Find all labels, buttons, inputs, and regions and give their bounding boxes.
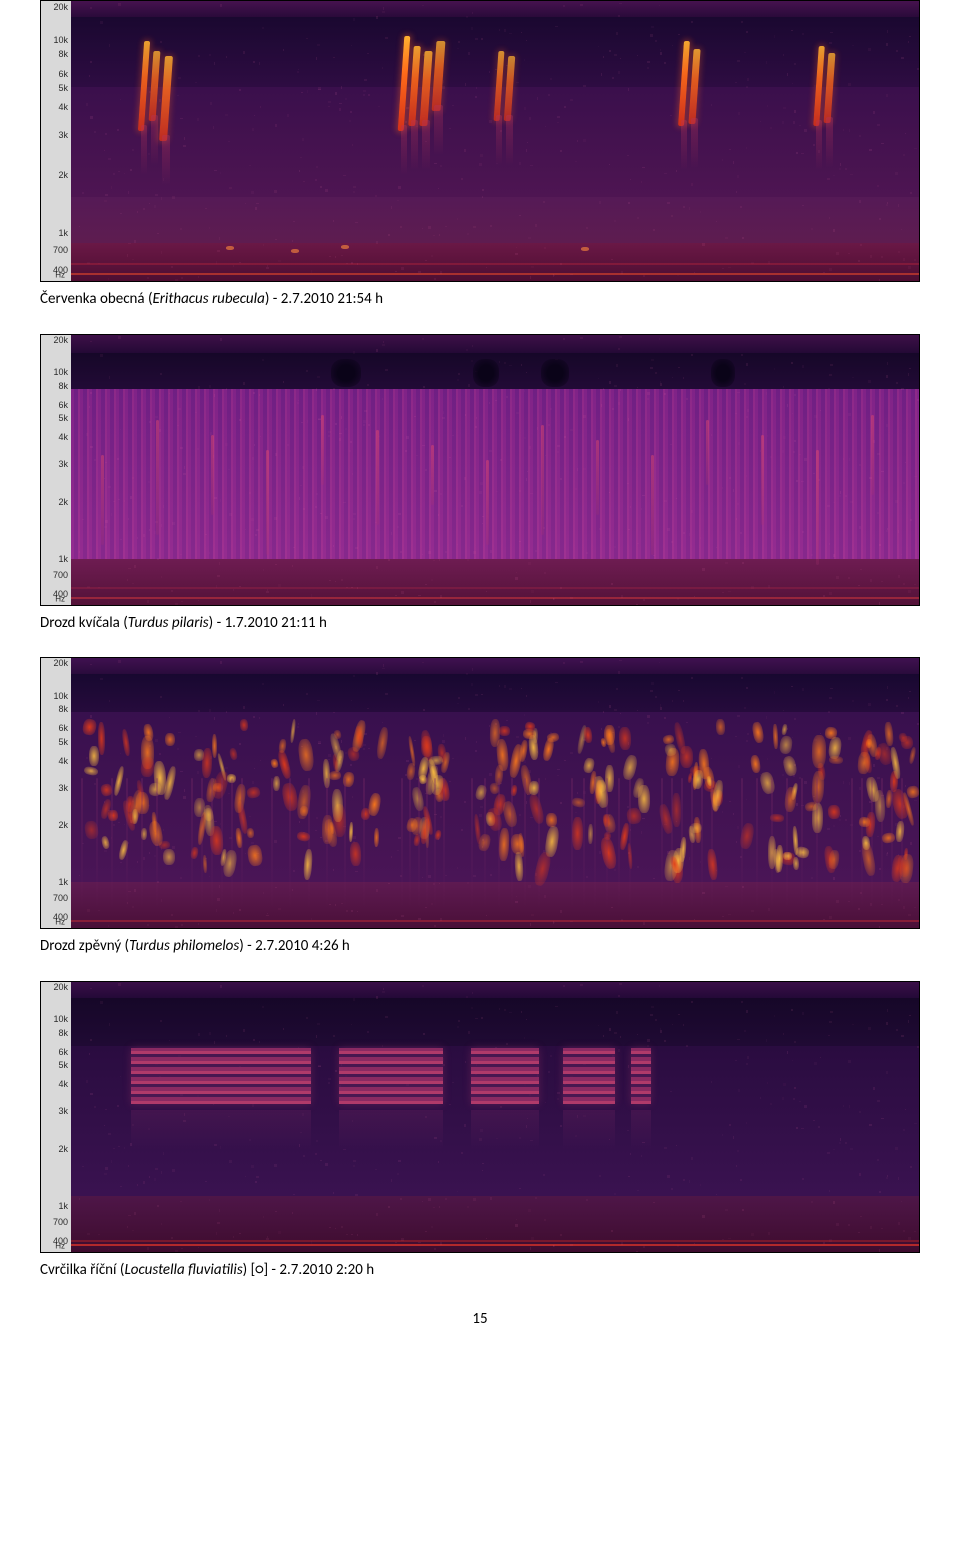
- y-axis-unit: Hz: [55, 594, 65, 603]
- y-tick-label: 3k: [58, 130, 68, 140]
- spectrogram: 20k10k8k6k5k4k3k2k1k700400Hz: [40, 981, 920, 1253]
- y-tick-label: 1k: [58, 228, 68, 238]
- y-tick-label: 700: [53, 570, 68, 580]
- y-tick-label: 1k: [58, 877, 68, 887]
- y-tick-label: 5k: [58, 1060, 68, 1070]
- y-axis-unit: Hz: [55, 1241, 65, 1250]
- y-axis-unit: Hz: [55, 271, 65, 280]
- caption-latin: Turdus philomelos: [129, 937, 239, 955]
- y-tick-label: 6k: [58, 69, 68, 79]
- frequency-axis: 20k10k8k6k5k4k3k2k1k700400Hz: [41, 658, 71, 928]
- caption-text: Drozd zpěvný (: [40, 937, 129, 955]
- spectrogram-plot: [71, 982, 919, 1252]
- y-tick-label: 3k: [58, 783, 68, 793]
- y-tick-label: 20k: [53, 982, 68, 992]
- y-tick-label: 1k: [58, 554, 68, 564]
- y-tick-label: 1k: [58, 1201, 68, 1211]
- y-tick-label: 10k: [53, 691, 68, 701]
- y-tick-label: 3k: [58, 1106, 68, 1116]
- caption-latin: Turdus pilaris: [128, 614, 209, 632]
- y-tick-label: 8k: [58, 1028, 68, 1038]
- y-tick-label: 20k: [53, 2, 68, 12]
- frequency-axis: 20k10k8k6k5k4k3k2k1k700400Hz: [41, 982, 71, 1252]
- spectrogram: 20k10k8k6k5k4k3k2k1k700400Hz: [40, 334, 920, 606]
- spectrogram-block: 20k10k8k6k5k4k3k2k1k700400HzCvrčilka říč…: [40, 981, 920, 1281]
- spectrogram-plot: [71, 1, 919, 281]
- y-tick-label: 5k: [58, 737, 68, 747]
- y-tick-label: 6k: [58, 400, 68, 410]
- y-tick-label: 2k: [58, 497, 68, 507]
- spectrogram-caption: Drozd zpěvný (Turdus philomelos) - 2.7.2…: [40, 937, 920, 957]
- y-tick-label: 4k: [58, 756, 68, 766]
- spectrogram-block: 20k10k8k6k5k4k3k2k1k700400HzDrozd kvíčal…: [40, 334, 920, 634]
- y-tick-label: 10k: [53, 367, 68, 377]
- y-tick-label: 6k: [58, 1047, 68, 1057]
- spectrogram-caption: Červenka obecná (Erithacus rubecula) - 2…: [40, 290, 920, 310]
- y-tick-label: 20k: [53, 335, 68, 345]
- y-tick-label: 2k: [58, 820, 68, 830]
- spectrogram-plot: [71, 658, 919, 928]
- caption-text: ) - 2.7.2010 21:54 h: [265, 290, 383, 308]
- spectrogram: 20k10k8k6k5k4k3k2k1k700400Hz: [40, 0, 920, 282]
- spectrogram-plot: [71, 335, 919, 605]
- spectrogram: 20k10k8k6k5k4k3k2k1k700400Hz: [40, 657, 920, 929]
- caption-text: ) [○] - 2.7.2010 2:20 h: [243, 1261, 374, 1279]
- y-tick-label: 8k: [58, 49, 68, 59]
- y-tick-label: 8k: [58, 381, 68, 391]
- y-axis-unit: Hz: [55, 918, 65, 927]
- spectrogram-block: 20k10k8k6k5k4k3k2k1k700400HzDrozd zpěvný…: [40, 657, 920, 957]
- y-tick-label: 10k: [53, 1014, 68, 1024]
- y-tick-label: 2k: [58, 170, 68, 180]
- y-tick-label: 700: [53, 893, 68, 903]
- y-tick-label: 4k: [58, 432, 68, 442]
- page-number: 15: [40, 1310, 920, 1328]
- frequency-axis: 20k10k8k6k5k4k3k2k1k700400Hz: [41, 335, 71, 605]
- y-tick-label: 6k: [58, 723, 68, 733]
- y-tick-label: 20k: [53, 658, 68, 668]
- y-tick-label: 8k: [58, 704, 68, 714]
- caption-text: Drozd kvíčala (: [40, 614, 128, 632]
- caption-text: Cvrčilka říční (: [40, 1261, 124, 1279]
- y-tick-label: 10k: [53, 35, 68, 45]
- y-tick-label: 2k: [58, 1144, 68, 1154]
- y-tick-label: 5k: [58, 83, 68, 93]
- caption-text: ) - 1.7.2010 21:11 h: [209, 614, 327, 632]
- caption-text: ) - 2.7.2010 4:26 h: [239, 937, 350, 955]
- y-tick-label: 3k: [58, 459, 68, 469]
- caption-text: Červenka obecná (: [40, 290, 153, 308]
- caption-latin: Locustella fluviatilis: [124, 1261, 242, 1279]
- spectrogram-block: 20k10k8k6k5k4k3k2k1k700400HzČervenka obe…: [40, 0, 920, 310]
- spectrogram-caption: Cvrčilka říční (Locustella fluviatilis) …: [40, 1261, 920, 1281]
- spectrogram-caption: Drozd kvíčala (Turdus pilaris) - 1.7.201…: [40, 614, 920, 634]
- caption-latin: Erithacus rubecula: [153, 290, 265, 308]
- y-tick-label: 5k: [58, 413, 68, 423]
- y-tick-label: 4k: [58, 1079, 68, 1089]
- y-tick-label: 700: [53, 245, 68, 255]
- y-tick-label: 4k: [58, 102, 68, 112]
- y-tick-label: 700: [53, 1217, 68, 1227]
- frequency-axis: 20k10k8k6k5k4k3k2k1k700400Hz: [41, 1, 71, 281]
